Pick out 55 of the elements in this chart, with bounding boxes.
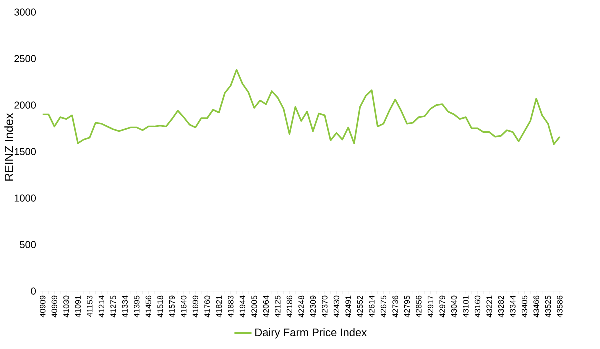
x-tick-label: 41395 (134, 296, 140, 318)
x-tick-label: 43344 (510, 296, 516, 318)
legend-label: Dairy Farm Price Index (256, 328, 367, 339)
x-tick-label: 42125 (275, 296, 281, 318)
x-tick-label: 43101 (463, 296, 469, 318)
x-tick-label: 41579 (169, 296, 176, 318)
x-tick-label: 42186 (286, 296, 293, 318)
x-tick-label: 41944 (240, 296, 246, 318)
x-tick-label: 41091 (75, 296, 81, 318)
x-tick-label: 42614 (369, 296, 375, 318)
x-tick-label: 43040 (451, 296, 458, 318)
x-tick-label: 42491 (346, 296, 352, 318)
x-tick-label: 42795 (404, 296, 410, 318)
x-tick-label: 42064 (263, 296, 270, 318)
x-tick-label: 42675 (380, 296, 387, 318)
y-tick-label: 1500 (14, 148, 36, 156)
x-tick-label: 41883 (228, 296, 234, 318)
x-tick-label: 41760 (204, 296, 210, 318)
y-tick-label: 2000 (14, 102, 36, 109)
x-tick-label: 41334 (122, 296, 128, 318)
y-axis-title: REINZ Index (4, 113, 14, 181)
x-tick-label: 42736 (392, 296, 398, 318)
x-tick-label: 41640 (181, 296, 187, 318)
x-tick-label: 42370 (322, 296, 328, 318)
line-series (42, 69, 561, 146)
x-tick-label: 43221 (486, 296, 492, 318)
x-tick-label: 43525 (545, 296, 552, 318)
y-tick-label: 0 (31, 288, 36, 295)
x-tick-label: 41275 (110, 296, 116, 318)
x-tick-label: 42005 (252, 296, 258, 318)
x-tick-label: 42856 (416, 296, 422, 318)
x-tick-label: 42979 (440, 296, 446, 318)
x-tick-label: 42309 (310, 296, 316, 318)
x-tick-label: 43586 (557, 296, 563, 318)
x-tick-label: 40969 (52, 296, 58, 318)
x-tick-label: 41030 (64, 296, 70, 318)
y-tick-label: 2500 (14, 55, 36, 62)
x-tick-label: 43282 (498, 296, 504, 318)
y-tick-label: 1000 (14, 194, 36, 202)
x-tick-label: 41214 (98, 296, 104, 318)
x-tick-label: 41153 (87, 296, 93, 318)
x-tick-label: 40909 (40, 296, 46, 318)
x-tick-label: 42552 (357, 296, 364, 318)
x-tick-label: 42430 (334, 296, 340, 318)
x-tick-label: 41699 (192, 296, 199, 318)
x-tick-label: 43405 (522, 296, 528, 318)
x-tick-label: 43466 (534, 296, 540, 318)
x-tick-label: 41821 (216, 296, 222, 318)
x-tick-label: 43160 (474, 296, 481, 318)
x-tick-label: 41456 (146, 296, 152, 318)
x-tick-label: 41518 (158, 296, 164, 318)
y-tick-label: 500 (20, 241, 36, 248)
y-tick-label: 3000 (14, 8, 36, 16)
x-tick-label: 42917 (428, 296, 434, 318)
x-tick-label: 42248 (298, 296, 304, 318)
